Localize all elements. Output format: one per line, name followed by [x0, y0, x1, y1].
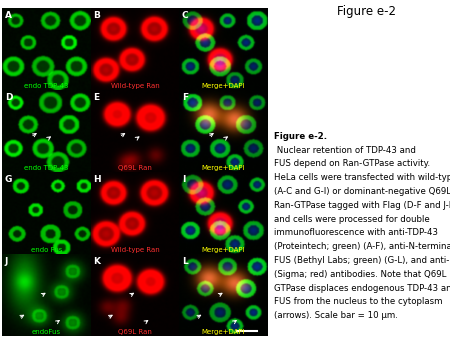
Text: (Proteintech; green) (A-F), anti-N-terminal: (Proteintech; green) (A-F), anti-N-termi… — [274, 242, 450, 251]
Text: FUS (Bethyl Labs; green) (G-L), and anti-Flag: FUS (Bethyl Labs; green) (G-L), and anti… — [274, 256, 450, 265]
Text: Wild-type Ran: Wild-type Ran — [111, 247, 159, 253]
Text: (arrows). Scale bar = 10 μm.: (arrows). Scale bar = 10 μm. — [274, 311, 397, 320]
Text: (Sigma; red) antibodies. Note that Q69L Ran-: (Sigma; red) antibodies. Note that Q69L … — [274, 270, 450, 279]
Text: B: B — [94, 11, 100, 20]
Text: Figure e-2.: Figure e-2. — [274, 132, 327, 141]
Text: A: A — [5, 11, 12, 20]
Text: (A-C and G-I) or dominant-negative Q69L: (A-C and G-I) or dominant-negative Q69L — [274, 187, 450, 196]
Text: Wild-type Ran: Wild-type Ran — [111, 83, 159, 89]
Text: H: H — [94, 175, 101, 184]
Text: immunofluorescence with anti-TDP-43: immunofluorescence with anti-TDP-43 — [274, 228, 437, 237]
Text: E: E — [94, 93, 99, 102]
Text: FUS depend on Ran-GTPase activity.: FUS depend on Ran-GTPase activity. — [274, 160, 430, 168]
Text: Ran-GTPase tagged with Flag (D-F and J-L),: Ran-GTPase tagged with Flag (D-F and J-L… — [274, 201, 450, 210]
Text: and cells were processed for double: and cells were processed for double — [274, 215, 429, 223]
Text: HeLa cells were transfected with wild-type: HeLa cells were transfected with wild-ty… — [274, 173, 450, 182]
Text: Merge+DAPI: Merge+DAPI — [202, 165, 245, 171]
Text: Merge+DAPI: Merge+DAPI — [202, 83, 245, 89]
Text: Figure e-2: Figure e-2 — [337, 5, 396, 18]
Text: K: K — [94, 257, 100, 266]
Text: FUS from the nucleus to the cytoplasm: FUS from the nucleus to the cytoplasm — [274, 297, 442, 306]
Text: L: L — [182, 257, 188, 266]
Text: C: C — [182, 11, 189, 20]
Text: D: D — [5, 93, 13, 102]
Text: J: J — [5, 257, 8, 266]
Text: Merge+DAPI: Merge+DAPI — [202, 247, 245, 253]
Text: Q69L Ran: Q69L Ran — [118, 165, 152, 171]
Text: endo Fus: endo Fus — [31, 247, 62, 253]
Text: G: G — [5, 175, 12, 184]
Text: endoFus: endoFus — [32, 329, 61, 335]
Text: GTPase displaces endogenous TDP-43 and: GTPase displaces endogenous TDP-43 and — [274, 284, 450, 292]
Text: Nuclear retention of TDP-43 and: Nuclear retention of TDP-43 and — [274, 146, 415, 154]
Text: endo TDP-43: endo TDP-43 — [24, 83, 69, 89]
Text: I: I — [182, 175, 185, 184]
Text: F: F — [182, 93, 188, 102]
Text: endo TDP-43: endo TDP-43 — [24, 165, 69, 171]
Text: Q69L Ran: Q69L Ran — [118, 329, 152, 335]
Text: Merge+DAPI: Merge+DAPI — [202, 329, 245, 335]
